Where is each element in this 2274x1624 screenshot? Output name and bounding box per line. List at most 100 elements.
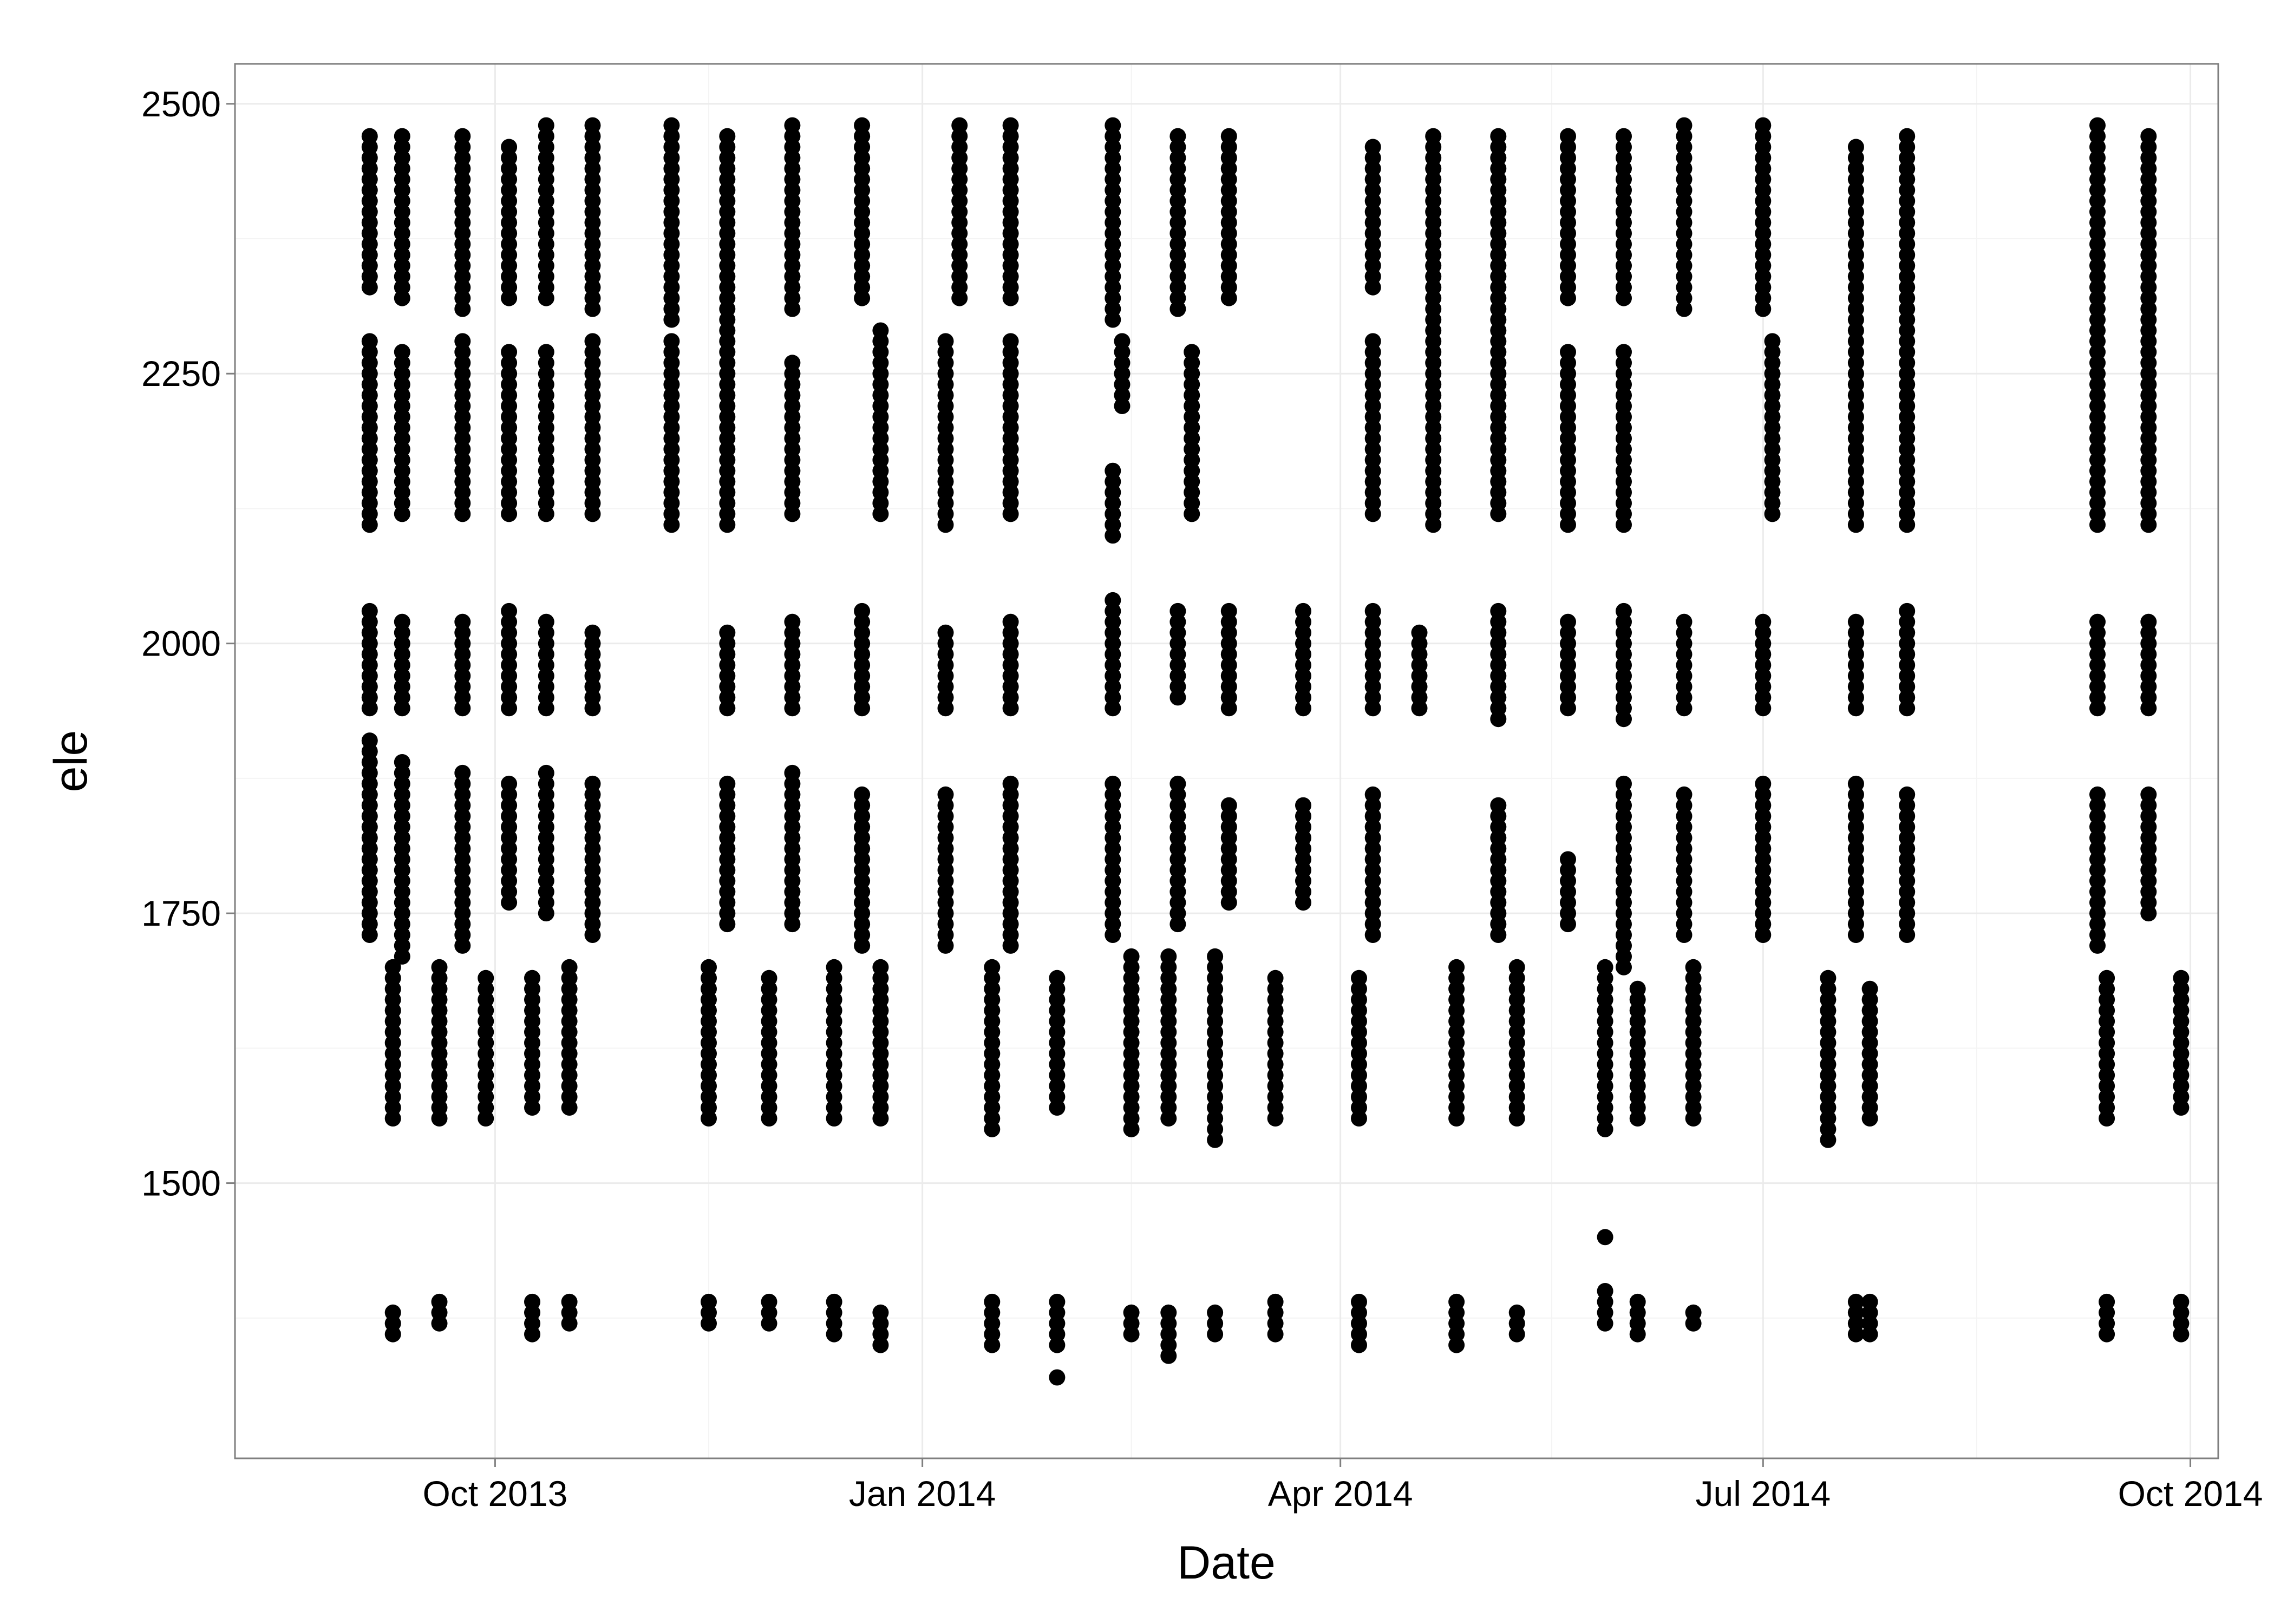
data-point	[584, 333, 601, 350]
y-axis: 1500 1750 2000 2250 2500	[141, 84, 235, 1203]
data-points	[361, 117, 2190, 1386]
data-point	[1560, 613, 1576, 630]
data-point	[1685, 1304, 1702, 1321]
data-point	[2140, 128, 2157, 145]
data-point	[1105, 462, 1121, 479]
data-point	[538, 117, 554, 134]
data-point	[1295, 797, 1311, 814]
data-point	[854, 603, 871, 619]
data-point	[1002, 775, 1019, 792]
data-point	[1169, 603, 1186, 619]
data-point	[2089, 786, 2106, 803]
data-point	[1847, 139, 1864, 155]
data-point	[1676, 117, 1693, 134]
data-point	[1616, 775, 1632, 792]
data-point	[784, 613, 801, 630]
data-point	[1364, 139, 1381, 155]
data-point	[984, 1293, 1001, 1310]
data-point	[1899, 603, 1916, 619]
x-axis-title: Date	[1177, 1537, 1276, 1589]
x-axis: Oct 2013 Jan 2014 Apr 2014 Jul 2014 Oct 2014	[422, 1458, 2263, 1514]
data-point	[1114, 333, 1131, 350]
data-point	[663, 333, 680, 350]
data-point	[501, 775, 518, 792]
data-point	[1490, 797, 1507, 814]
data-point	[1899, 128, 1916, 145]
data-point	[1820, 970, 1837, 986]
data-point	[701, 1293, 717, 1310]
data-point	[1207, 948, 1224, 965]
data-point	[1597, 1283, 1613, 1299]
data-point	[2140, 613, 2157, 630]
data-point	[937, 624, 954, 641]
data-point	[663, 117, 680, 134]
data-point	[1597, 1229, 1613, 1246]
data-point	[1685, 959, 1702, 975]
data-point	[1616, 128, 1632, 145]
data-point	[384, 959, 401, 975]
data-point	[826, 959, 842, 975]
data-point	[394, 128, 410, 145]
data-point	[1364, 603, 1381, 619]
data-point	[501, 344, 518, 361]
data-point	[1002, 333, 1019, 350]
data-point	[784, 764, 801, 781]
data-point	[561, 959, 578, 975]
data-point	[1220, 603, 1237, 619]
data-point	[1351, 1293, 1367, 1310]
y-tick-label: 2500	[141, 84, 221, 124]
data-point	[872, 322, 889, 339]
data-point	[431, 1293, 448, 1310]
data-point	[1105, 592, 1121, 608]
data-point	[1764, 333, 1781, 350]
data-point	[1847, 613, 1864, 630]
data-point	[2173, 1293, 2190, 1310]
data-point	[1847, 775, 1864, 792]
data-point	[2140, 786, 2157, 803]
x-tick-label: Jul 2014	[1696, 1474, 1831, 1514]
data-point	[1105, 117, 1121, 134]
y-tick-label: 2000	[141, 624, 221, 664]
data-point	[1207, 1304, 1224, 1321]
data-point	[1364, 333, 1381, 350]
data-point	[431, 959, 448, 975]
data-point	[951, 117, 968, 134]
data-point	[984, 959, 1001, 975]
data-point	[454, 613, 471, 630]
data-point	[1448, 1293, 1465, 1310]
data-point	[1351, 970, 1367, 986]
data-point	[361, 333, 378, 350]
data-point	[584, 775, 601, 792]
data-point	[584, 117, 601, 134]
data-point	[1002, 117, 1019, 134]
data-point	[394, 344, 410, 361]
data-point	[1861, 980, 1878, 997]
y-axis-title: ele	[45, 730, 97, 793]
data-point	[1425, 128, 1442, 145]
data-point	[872, 1304, 889, 1321]
data-point	[1448, 959, 1465, 975]
data-point	[1508, 1304, 1525, 1321]
data-point	[454, 333, 471, 350]
data-point	[394, 613, 410, 630]
data-point	[524, 1293, 540, 1310]
data-point	[1755, 775, 1772, 792]
data-point	[2089, 117, 2106, 134]
x-tick-label: Apr 2014	[1268, 1474, 1413, 1514]
data-point	[761, 970, 777, 986]
data-point	[478, 970, 494, 986]
data-point	[2099, 970, 2115, 986]
data-point	[384, 1304, 401, 1321]
data-point	[1616, 603, 1632, 619]
data-point	[1049, 1293, 1066, 1310]
data-point	[872, 959, 889, 975]
data-point	[1755, 613, 1772, 630]
data-point	[1411, 624, 1428, 641]
data-point	[1220, 128, 1237, 145]
data-point	[1184, 344, 1200, 361]
data-point	[538, 344, 554, 361]
data-point	[1220, 797, 1237, 814]
data-point	[361, 128, 378, 145]
data-point	[1123, 1304, 1140, 1321]
data-point	[1267, 1293, 1284, 1310]
